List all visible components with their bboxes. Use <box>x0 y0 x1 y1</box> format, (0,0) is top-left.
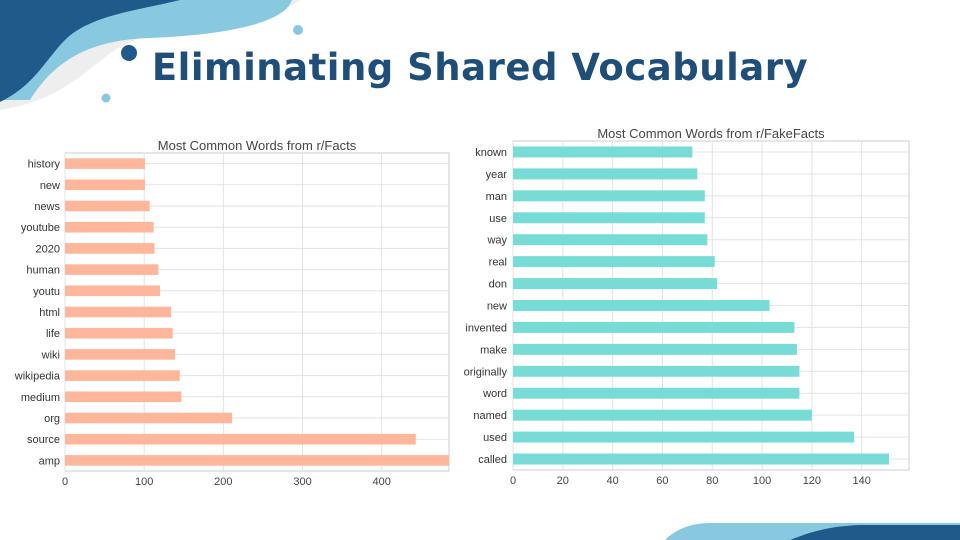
fakefacts-chart-title: Most Common Words from r/FakeFacts <box>597 126 825 141</box>
facts-category-label: medium <box>21 392 60 404</box>
fakefacts-category-label: named <box>473 410 507 422</box>
fakefacts-category-label: word <box>482 388 507 400</box>
fakefacts-category-label: originally <box>464 366 508 378</box>
fakefacts-x-tick-label: 40 <box>606 475 618 487</box>
fakefacts-bar <box>513 146 693 158</box>
fakefacts-category-label: known <box>475 147 507 159</box>
fakefacts-category-label: make <box>480 344 507 356</box>
fakefacts-bar <box>513 212 705 224</box>
facts-category-label: history <box>28 159 61 171</box>
facts-x-tick-label: 200 <box>214 476 232 488</box>
fakefacts-category-label: called <box>478 454 507 466</box>
fakefacts-bar <box>513 168 698 180</box>
facts-bar <box>65 412 233 424</box>
facts-category-label: news <box>34 201 60 213</box>
fakefacts-x-tick-label: 100 <box>753 475 771 487</box>
facts-category-label: human <box>26 265 60 277</box>
facts-category-label: org <box>44 413 60 425</box>
fakefacts-bar <box>513 321 795 333</box>
facts-bar <box>65 433 416 445</box>
facts-category-label: life <box>46 328 60 340</box>
facts-bar <box>65 306 172 318</box>
facts-bar <box>65 179 145 191</box>
facts-bar <box>65 200 150 212</box>
facts-category-label: html <box>39 307 60 319</box>
fakefacts-bar <box>513 234 708 246</box>
facts-category-label: new <box>40 180 60 192</box>
facts-category-label: youtube <box>21 222 60 234</box>
facts-category-label: youtu <box>33 286 60 298</box>
fakefacts-bar <box>513 431 855 443</box>
facts-bar <box>65 455 449 466</box>
fakefacts-category-label: use <box>489 213 507 225</box>
fakefacts-category-label: way <box>486 235 507 247</box>
facts-category-label: wiki <box>41 349 60 361</box>
facts-bar <box>65 349 176 360</box>
facts-bar <box>65 391 182 403</box>
fakefacts-bar <box>513 453 890 465</box>
fakefacts-x-tick-label: 140 <box>852 475 870 487</box>
facts-x-tick-label: 300 <box>293 476 311 488</box>
fakefacts-bar <box>513 365 800 377</box>
fakefacts-category-label: man <box>486 191 507 203</box>
facts-category-label: source <box>27 434 60 446</box>
fakefacts-bar <box>513 409 812 421</box>
fakefacts-category-label: new <box>487 301 507 313</box>
fakefacts-bar <box>513 343 797 355</box>
facts-bar <box>65 285 161 297</box>
fakefacts-x-tick-label: 120 <box>803 475 821 487</box>
facts-category-label: 2020 <box>36 243 60 255</box>
facts-x-tick-label: 100 <box>135 476 153 488</box>
facts-bar <box>65 158 145 169</box>
slide-title: Eliminating Shared Vocabulary <box>151 46 809 89</box>
fakefacts-bar <box>513 278 718 290</box>
fakefacts-category-label: invented <box>465 322 507 334</box>
fakefacts-category-label: year <box>486 169 508 181</box>
fakefacts-x-tick-label: 80 <box>706 475 718 487</box>
fakefacts-category-label: real <box>489 257 507 269</box>
facts-category-label: amp <box>39 455 60 467</box>
fakefacts-bar <box>513 256 715 268</box>
facts-bar <box>65 327 173 339</box>
fakefacts-bar <box>513 387 800 399</box>
fakefacts-category-label: used <box>483 432 507 444</box>
fakefacts-x-tick-label: 60 <box>656 475 668 487</box>
fakefacts-x-tick-label: 20 <box>557 475 569 487</box>
fakefacts-bar <box>513 300 770 311</box>
facts-x-tick-label: 0 <box>62 476 68 488</box>
facts-bar <box>65 370 180 381</box>
facts-x-tick-label: 400 <box>373 476 391 488</box>
facts-bar <box>65 243 155 254</box>
facts-chart-title: Most Common Words from r/Facts <box>158 138 357 153</box>
fakefacts-x-tick-label: 0 <box>510 475 516 487</box>
fakefacts-category-label: don <box>489 279 507 291</box>
facts-category-label: wikipedia <box>14 371 61 383</box>
facts-bar <box>65 221 154 233</box>
facts-bar <box>65 264 159 275</box>
fakefacts-bar <box>513 190 705 202</box>
